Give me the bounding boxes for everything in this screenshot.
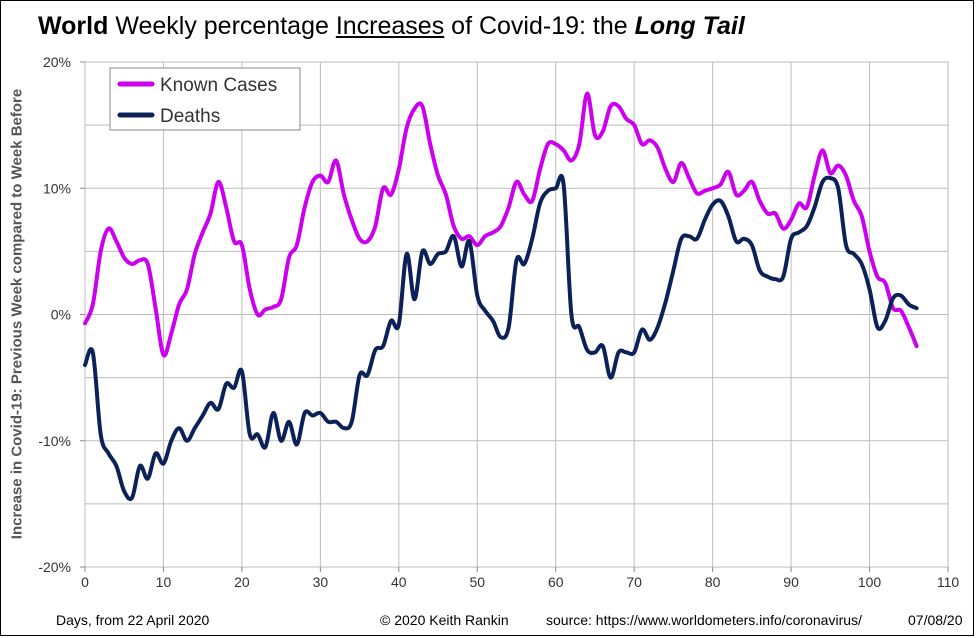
y-tick-label: -20% <box>38 559 71 575</box>
x-tick-label: 30 <box>313 574 329 590</box>
x-tick-label: 90 <box>783 574 799 590</box>
y-tick-label: 0% <box>51 307 71 323</box>
x-tick-label: 50 <box>469 574 485 590</box>
copyright-text: © 2020 Keith Rankin <box>380 612 509 628</box>
x-tick-label: 110 <box>937 574 960 590</box>
x-tick-label: 70 <box>626 574 642 590</box>
title-part-1: Weekly percentage <box>108 12 336 40</box>
legend-label: Deaths <box>160 106 220 127</box>
x-tick-label: 0 <box>81 574 89 590</box>
source-text: source: https://www.worldometers.info/co… <box>546 612 862 628</box>
series-line-known-cases <box>83 91 919 358</box>
y-tick-label: -10% <box>38 433 71 449</box>
chart-title: World Weekly percentage Increases of Cov… <box>38 12 745 41</box>
y-tick-label: 10% <box>43 180 71 196</box>
legend-box <box>109 67 301 131</box>
y-tick-label: 20% <box>43 54 71 70</box>
x-tick-label: 10 <box>156 574 172 590</box>
date-text: 07/08/20 <box>908 612 963 628</box>
title-part-2: of Covid-19: the <box>444 12 635 40</box>
legend-label: Known Cases <box>160 75 277 96</box>
series-line-deaths <box>83 174 919 502</box>
title-long-tail: Long Tail <box>634 12 745 40</box>
x-axis-label: Days, from 22 April 2020 <box>56 612 210 628</box>
title-world: World <box>38 12 109 40</box>
x-tick-label: 80 <box>705 574 721 590</box>
title-increases: Increases <box>335 12 445 40</box>
x-tick-label: 60 <box>548 574 564 590</box>
x-tick-label: 100 <box>858 574 882 590</box>
x-tick-label: 20 <box>234 574 250 590</box>
x-tick-label: 40 <box>391 574 407 590</box>
